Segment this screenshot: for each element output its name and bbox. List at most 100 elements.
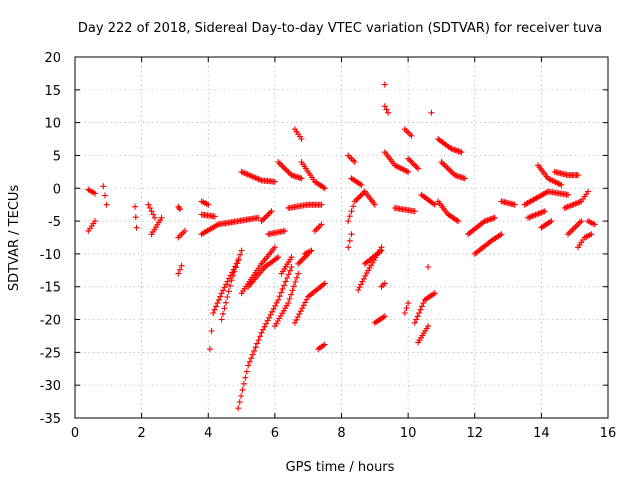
data-point bbox=[279, 285, 286, 292]
data-point bbox=[420, 300, 427, 307]
chart-title: Day 222 of 2018, Sidereal Day-to-day VTE… bbox=[78, 21, 602, 36]
data-point bbox=[371, 201, 378, 208]
data-point bbox=[281, 164, 288, 171]
data-point bbox=[294, 314, 301, 320]
data-point bbox=[300, 255, 307, 262]
data-point bbox=[210, 310, 217, 316]
x-tick-label: 14 bbox=[533, 426, 550, 441]
data-point bbox=[588, 231, 595, 238]
data-point bbox=[176, 206, 183, 213]
data-point bbox=[455, 218, 462, 225]
data-point bbox=[491, 214, 498, 221]
data-point bbox=[299, 256, 306, 263]
data-point bbox=[360, 275, 367, 282]
data-point bbox=[410, 161, 417, 168]
data-point bbox=[278, 161, 285, 168]
x-tick-label: 8 bbox=[337, 426, 345, 441]
x-tick-label: 12 bbox=[466, 426, 483, 441]
data-point bbox=[357, 181, 364, 188]
plot-frame bbox=[74, 56, 609, 419]
data-point bbox=[298, 136, 305, 142]
data-point bbox=[568, 228, 574, 235]
data-point bbox=[132, 203, 138, 210]
data-point bbox=[235, 256, 242, 263]
data-point bbox=[255, 214, 262, 221]
data-point bbox=[318, 221, 325, 228]
data-point bbox=[575, 221, 582, 227]
data-point bbox=[288, 264, 295, 270]
data-point bbox=[458, 149, 465, 156]
data-point bbox=[280, 307, 287, 314]
x-tick-label: 4 bbox=[204, 426, 212, 441]
data-point bbox=[248, 355, 255, 362]
data-point bbox=[558, 182, 565, 188]
data-point bbox=[428, 109, 435, 116]
data-point bbox=[565, 231, 571, 238]
data-point bbox=[413, 164, 420, 171]
data-point bbox=[296, 311, 303, 318]
data-point bbox=[208, 328, 215, 334]
data-point bbox=[230, 272, 236, 279]
data-point bbox=[276, 160, 283, 167]
data-point bbox=[381, 81, 388, 88]
data-point bbox=[358, 281, 364, 288]
y-tick-label: 15 bbox=[44, 84, 61, 99]
data-point bbox=[275, 254, 282, 261]
data-point bbox=[289, 287, 296, 294]
data-point bbox=[444, 164, 451, 171]
data-point bbox=[381, 313, 388, 320]
data-point bbox=[258, 218, 265, 225]
data-point bbox=[353, 197, 360, 203]
data-point bbox=[356, 284, 363, 291]
data-point bbox=[413, 316, 420, 323]
data-point bbox=[267, 209, 274, 216]
data-point bbox=[176, 205, 183, 211]
data-point bbox=[411, 319, 418, 326]
data-point bbox=[409, 160, 416, 166]
data-point bbox=[293, 316, 300, 323]
data-point bbox=[232, 264, 239, 271]
data-point bbox=[363, 270, 370, 277]
y-tick-label: 0 bbox=[53, 182, 61, 197]
data-point bbox=[321, 341, 328, 348]
data-point bbox=[578, 218, 585, 225]
data-point bbox=[252, 344, 259, 351]
data-point bbox=[403, 305, 410, 312]
data-point bbox=[287, 267, 294, 274]
data-point bbox=[132, 214, 139, 221]
data-point bbox=[445, 166, 452, 173]
data-point bbox=[214, 300, 221, 307]
data-point bbox=[298, 257, 304, 264]
data-point bbox=[243, 368, 250, 375]
data-point bbox=[218, 316, 225, 323]
data-point bbox=[453, 217, 460, 224]
data-point bbox=[151, 214, 158, 221]
data-point bbox=[357, 192, 364, 199]
data-point bbox=[147, 205, 153, 211]
data-point bbox=[225, 288, 232, 295]
scatter-points bbox=[85, 81, 598, 412]
x-tick-label: 16 bbox=[600, 426, 617, 441]
data-point bbox=[176, 266, 183, 273]
data-point bbox=[265, 211, 272, 218]
data-point bbox=[295, 270, 302, 277]
y-tick-label: 20 bbox=[44, 51, 61, 66]
x-tick-labels: 0 2 4 6 8 10 12 14 16 bbox=[71, 426, 616, 441]
data-point bbox=[320, 184, 327, 191]
y-tick-label: -35 bbox=[40, 412, 61, 427]
data-point bbox=[284, 167, 291, 174]
y-tick-label: -5 bbox=[48, 215, 61, 230]
data-point bbox=[417, 306, 424, 313]
data-point bbox=[405, 300, 412, 307]
data-point bbox=[497, 232, 503, 239]
data-point bbox=[351, 159, 358, 165]
data-point bbox=[293, 274, 300, 281]
data-point bbox=[570, 225, 577, 232]
data-point bbox=[359, 278, 366, 285]
data-point bbox=[239, 386, 246, 393]
x-tick-label: 0 bbox=[71, 426, 79, 441]
data-point bbox=[438, 159, 445, 165]
data-point bbox=[278, 289, 285, 296]
data-point bbox=[158, 214, 165, 221]
